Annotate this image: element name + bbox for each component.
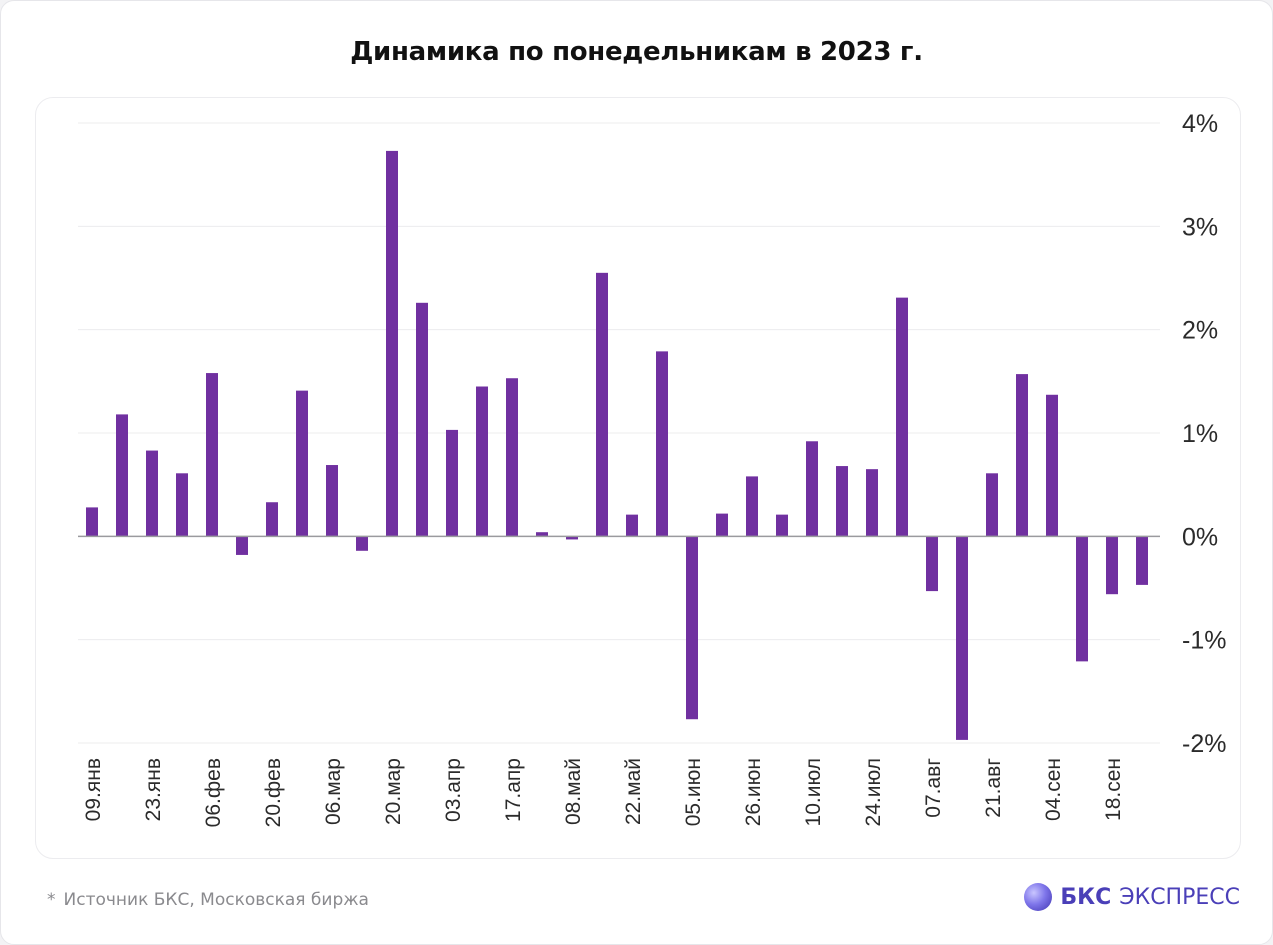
- x-axis-ticks: 09.янв 23.янв 06.фев 20.фев 06.мар 20.мар 03.а…: [82, 758, 1125, 828]
- x-tick-label: 10.июл: [802, 758, 825, 826]
- bar: [416, 302, 428, 537]
- x-tick-label: 18.сен: [1102, 758, 1125, 821]
- y-tick-label: -2%: [1182, 730, 1226, 758]
- source-footnote: * Источник БКС, Московская биржа: [47, 890, 369, 910]
- bar: [146, 450, 158, 537]
- brand-name-bold: БКС: [1060, 884, 1112, 910]
- bar: [1046, 394, 1058, 537]
- bar: [266, 502, 278, 537]
- y-tick-label: 0%: [1182, 523, 1218, 551]
- bar: [326, 465, 338, 537]
- bar: [1076, 536, 1088, 662]
- x-tick-label: 04.сен: [1042, 758, 1065, 821]
- bar: [746, 476, 758, 537]
- bar: [296, 390, 308, 537]
- bar: [566, 536, 578, 540]
- y-tick-label: -1%: [1182, 627, 1226, 655]
- bar: [1136, 536, 1148, 585]
- chart-title: Динамика по понедельникам в 2023 г.: [350, 37, 923, 67]
- bar: [866, 469, 878, 537]
- bcs-sphere-icon: [1024, 883, 1053, 911]
- x-tick-label: 20.мар: [382, 758, 405, 825]
- bar: [506, 378, 518, 537]
- x-tick-label: 08.май: [562, 758, 585, 825]
- bar: [776, 514, 788, 537]
- x-tick-label: 06.мар: [322, 758, 345, 825]
- y-tick-label: 4%: [1182, 110, 1218, 138]
- bar: [926, 536, 938, 592]
- bar: [446, 429, 458, 537]
- y-tick-label: 2%: [1182, 317, 1218, 345]
- bar: [1016, 374, 1028, 537]
- bar-chart: 4% 3% 2% 1% 0% -1% -2% 09.янв 23.янв 06.фев 20.фе…: [78, 110, 1226, 828]
- bar: [806, 441, 818, 537]
- x-tick-label: 24.июл: [862, 758, 885, 826]
- x-tick-label: 22.май: [622, 758, 645, 825]
- x-tick-label: 05.июн: [682, 758, 705, 826]
- brand-name-light: ЭКСПРЕСС: [1119, 884, 1240, 910]
- grid-lines: [78, 122, 1160, 744]
- bar: [1106, 536, 1118, 595]
- bar: [836, 466, 848, 537]
- bar: [206, 373, 218, 537]
- y-axis-ticks: 4% 3% 2% 1% 0% -1% -2%: [1182, 110, 1226, 758]
- chart-panel: 4% 3% 2% 1% 0% -1% -2% 09.янв 23.янв 06.фев 20.фе…: [35, 97, 1241, 859]
- bar: [596, 272, 608, 537]
- x-tick-label: 17.апр: [502, 758, 525, 822]
- bar: [686, 536, 698, 720]
- bar: [356, 536, 368, 551]
- bar: [476, 386, 488, 537]
- bars: [86, 150, 1148, 740]
- bar: [956, 536, 968, 740]
- bar: [236, 536, 248, 555]
- x-tick-label: 21.авг: [982, 758, 1005, 818]
- x-tick-label: 09.янв: [82, 758, 105, 821]
- bar: [626, 514, 638, 537]
- bar: [176, 473, 188, 537]
- bar: [896, 297, 908, 537]
- x-tick-label: 26.июн: [742, 758, 765, 826]
- bar: [716, 513, 728, 537]
- y-tick-label: 1%: [1182, 420, 1218, 448]
- footnote-star: *: [47, 890, 56, 910]
- x-tick-label: 20.фев: [262, 758, 285, 827]
- bar: [656, 351, 668, 537]
- bar: [116, 414, 128, 537]
- x-tick-label: 03.апр: [442, 758, 465, 822]
- x-tick-label: 07.авг: [922, 758, 945, 818]
- bar: [86, 507, 98, 537]
- bar: [536, 532, 548, 537]
- bar: [386, 150, 398, 537]
- y-tick-label: 3%: [1182, 213, 1218, 241]
- bar: [986, 473, 998, 537]
- x-tick-label: 06.фев: [202, 758, 225, 827]
- x-tick-label: 23.янв: [142, 758, 165, 821]
- brand-logo-group: БКС ЭКСПРЕСС: [1024, 883, 1240, 911]
- footnote-text: Источник БКС, Московская биржа: [63, 890, 369, 910]
